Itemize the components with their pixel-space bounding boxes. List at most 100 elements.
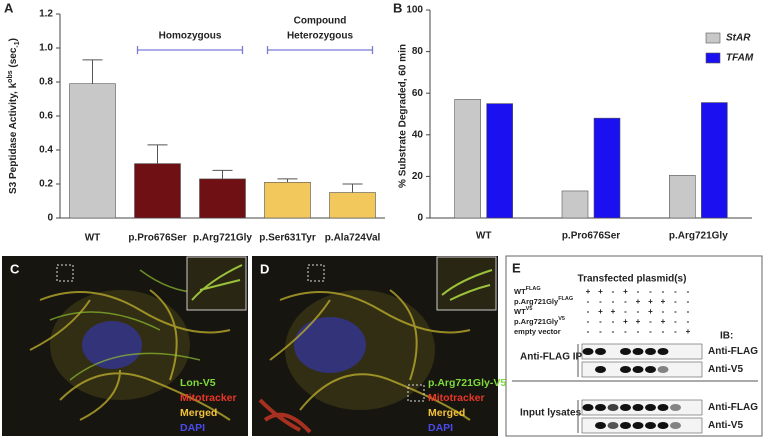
blot-band xyxy=(620,366,631,373)
bar xyxy=(264,182,311,219)
y-tick-label: 0.6 xyxy=(39,111,53,122)
sign: - xyxy=(587,327,590,336)
sign: - xyxy=(587,297,590,306)
sign: - xyxy=(637,327,640,336)
group-label: Input lysates xyxy=(520,408,582,419)
blot-band xyxy=(595,366,606,373)
sign: - xyxy=(649,327,652,336)
blot-band xyxy=(645,404,656,411)
row-label: WTFLAG xyxy=(514,286,541,296)
legend-label: StAR xyxy=(726,33,751,44)
x-tick-label: WT xyxy=(476,231,492,242)
blot-band xyxy=(620,422,631,429)
panel-letter: D xyxy=(260,261,269,276)
sign: - xyxy=(687,307,690,316)
sign: + xyxy=(661,317,666,326)
blot-band xyxy=(595,404,606,411)
antibody-label: Anti-V5 xyxy=(708,420,743,431)
y-tick-label: 100 xyxy=(406,5,423,16)
sign: + xyxy=(623,317,628,326)
blot-band xyxy=(607,404,619,411)
y-tick-label: 0 xyxy=(417,213,423,224)
sign: - xyxy=(687,297,690,306)
blot-band xyxy=(657,422,669,429)
bar xyxy=(561,190,589,219)
blot-band xyxy=(657,366,669,373)
micrograph xyxy=(2,256,248,436)
sign: - xyxy=(587,317,590,326)
bar xyxy=(701,102,728,219)
channel-label: Merged xyxy=(428,407,465,419)
sign: - xyxy=(674,297,677,306)
sign: - xyxy=(649,317,652,326)
channel-label: Lon-V5 xyxy=(180,377,216,389)
y-tick-label: 80 xyxy=(412,46,424,57)
blot-band xyxy=(657,348,669,355)
sign: - xyxy=(649,287,652,296)
x-tick-label: WT xyxy=(85,233,101,244)
legend-label: TFAM xyxy=(726,53,754,64)
bar xyxy=(486,103,513,219)
y-tick-label: 60 xyxy=(412,88,424,99)
sign: + xyxy=(598,307,603,316)
blot-band xyxy=(607,422,619,429)
blot-band xyxy=(595,422,606,429)
row-label-sup: FLAG xyxy=(526,286,541,292)
bar xyxy=(69,83,116,219)
blot-band xyxy=(632,422,644,429)
sign: - xyxy=(662,287,665,296)
blot-band xyxy=(670,404,681,411)
sign: - xyxy=(662,327,665,336)
x-tick-label: p.Arg721Gly xyxy=(669,231,728,242)
channel-label: Mitotracker xyxy=(428,392,485,404)
row-label-name: WT xyxy=(514,307,526,316)
sign: - xyxy=(674,287,677,296)
sign: + xyxy=(648,307,653,316)
blot-band xyxy=(595,348,606,355)
x-tick-label: p.Ser631Tyr xyxy=(259,233,316,244)
row-label-sup: V5 xyxy=(526,306,533,312)
sign: - xyxy=(612,317,615,326)
blot-band xyxy=(645,366,656,373)
sign: - xyxy=(637,287,640,296)
y-tick-label: 1.2 xyxy=(39,9,53,20)
sign: - xyxy=(612,327,615,336)
sign: - xyxy=(662,307,665,316)
sign: - xyxy=(599,327,602,336)
y-axis-label: % Substrate Degraded, 60 min xyxy=(398,44,409,188)
sign: + xyxy=(636,317,641,326)
legend-swatch xyxy=(705,32,721,44)
sign: + xyxy=(598,287,603,296)
antibody-label: Anti-FLAG xyxy=(708,402,758,413)
row-label: p.Arg721GlyV5 xyxy=(514,316,565,326)
blot-band xyxy=(632,366,644,373)
annotation: Heterozygous xyxy=(287,31,354,42)
legend-swatch xyxy=(705,52,721,64)
x-tick-label: p.Ala724Val xyxy=(325,233,381,244)
sign: - xyxy=(674,327,677,336)
x-tick-label: p.Arg721Gly xyxy=(193,233,252,244)
sign: - xyxy=(637,307,640,316)
sign: - xyxy=(599,317,602,326)
blot-band xyxy=(632,404,644,411)
sign: - xyxy=(587,307,590,316)
sign: + xyxy=(661,297,666,306)
sign: - xyxy=(674,317,677,326)
micrograph xyxy=(252,256,498,436)
y-tick-label: 40 xyxy=(412,129,424,140)
y-tick-label: 20 xyxy=(412,171,424,182)
blot-band xyxy=(620,404,631,411)
blot-band xyxy=(670,422,681,429)
y-tick-label: 0.8 xyxy=(39,77,53,88)
y-tick-label: 0.2 xyxy=(39,179,53,190)
y-axis-label-part: S3 Peptidase Activity, k xyxy=(8,82,19,194)
antibody-label: Anti-V5 xyxy=(708,364,743,375)
bar xyxy=(199,178,246,219)
ib-label: IB: xyxy=(720,331,733,342)
y-tick-label: 0.4 xyxy=(39,145,53,156)
row-label-name: empty vector xyxy=(514,327,561,336)
y-axis-label: S3 Peptidase Activity, kobs (sec-1) xyxy=(7,38,21,194)
sign: + xyxy=(611,307,616,316)
panel-letter: B xyxy=(393,0,402,15)
